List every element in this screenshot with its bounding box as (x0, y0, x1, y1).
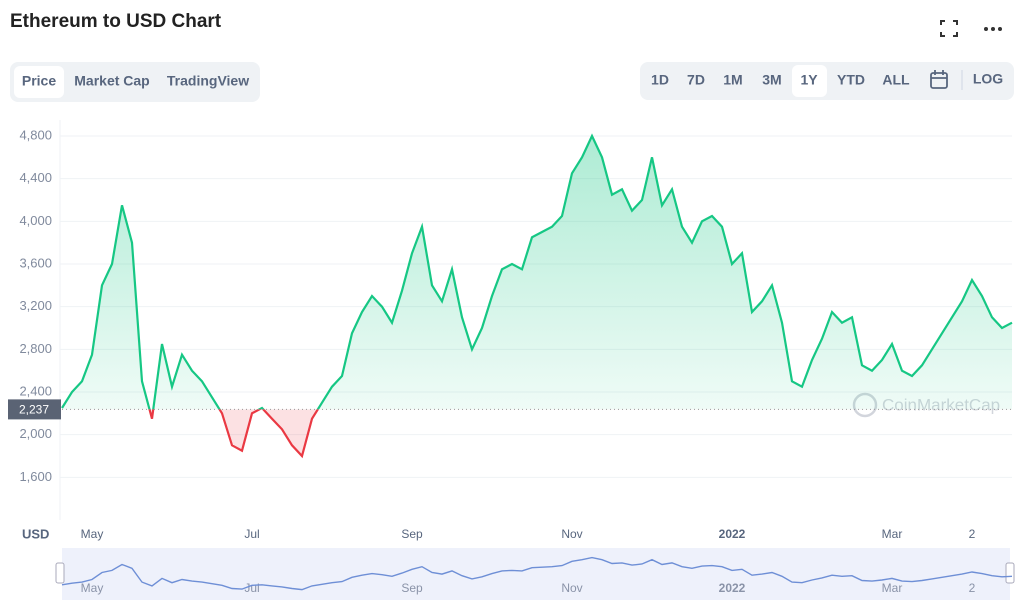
navigator-label: Sep (401, 581, 423, 595)
navigator-label: 2022 (719, 581, 746, 595)
range-button[interactable]: 1M (723, 72, 742, 88)
y-tick-label: 2,800 (19, 341, 52, 356)
more-icon[interactable] (984, 27, 1002, 31)
navigator-label: Nov (561, 581, 582, 595)
area-down (62, 409, 1012, 456)
x-tick-label: Sep (401, 527, 423, 541)
y-tick-label: 3,200 (19, 298, 52, 313)
navigator-label: Jul (244, 581, 259, 595)
y-tick-label: 4,000 (19, 213, 52, 228)
range-button[interactable]: ALL (882, 72, 910, 88)
range-button[interactable]: 7D (687, 72, 705, 88)
tab[interactable]: Price (22, 73, 56, 89)
y-tick-label: 1,600 (19, 469, 52, 484)
y-tick-label: 2,000 (19, 426, 52, 441)
currency-label: USD (22, 526, 49, 541)
active-range-bg (792, 65, 827, 97)
range-button[interactable]: 3M (762, 72, 781, 88)
range-button[interactable]: 1D (651, 72, 669, 88)
y-tick-label: 2,400 (19, 383, 52, 398)
x-tick-label: May (81, 527, 104, 541)
x-tick-label: 2 (969, 527, 976, 541)
navigator-label: Mar (882, 581, 903, 595)
range-button[interactable]: YTD (837, 72, 865, 88)
x-tick-label: Jul (244, 527, 259, 541)
y-tick-label: 4,400 (19, 170, 52, 185)
log-button[interactable]: LOG (973, 71, 1003, 87)
x-tick-label: Mar (882, 527, 903, 541)
navigator-label: May (81, 581, 104, 595)
x-tick-label: Nov (561, 527, 582, 541)
y-tick-label: 4,800 (19, 127, 52, 142)
navigator-bg (62, 548, 1010, 600)
tab[interactable]: Market Cap (74, 73, 149, 89)
price-tag-label: 2,237 (19, 403, 49, 417)
range-button[interactable]: 1Y (800, 72, 818, 88)
area-up (62, 136, 1012, 410)
navigator-label: 2 (969, 581, 976, 595)
price-line-down (148, 409, 320, 459)
chart-title: Ethereum to USD Chart (10, 11, 222, 32)
x-tick-label: 2022 (719, 527, 746, 541)
y-tick-label: 3,600 (19, 255, 52, 270)
tab-group (10, 62, 260, 102)
navigator-handle[interactable] (1005, 562, 1015, 584)
navigator-handle[interactable] (55, 562, 65, 584)
calendar-icon[interactable] (930, 70, 948, 89)
expand-icon[interactable] (940, 20, 958, 37)
price-tag (8, 399, 61, 420)
active-tab-bg (14, 66, 64, 98)
price-line-up (61, 133, 1013, 410)
tab[interactable]: TradingView (167, 73, 249, 89)
navigator-line (61, 556, 1013, 591)
